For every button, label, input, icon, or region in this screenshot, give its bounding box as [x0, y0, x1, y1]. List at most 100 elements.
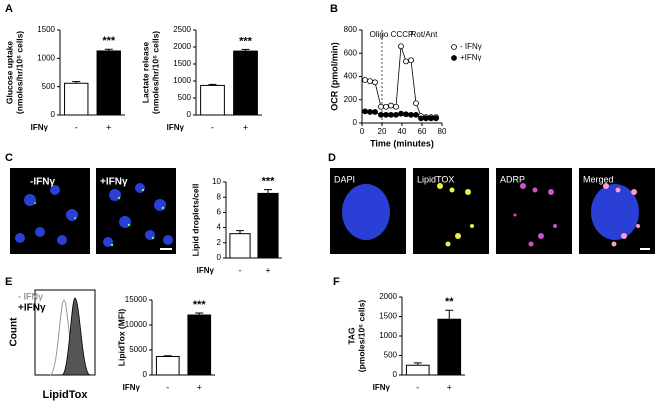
legend-marker [451, 55, 457, 61]
point [418, 115, 424, 122]
y-tick-label: 600 [344, 48, 358, 57]
y-tick-label: 0 [353, 118, 358, 127]
y-axis-label: LipidTox (MFI) [116, 309, 126, 367]
legend-label: - IFNγ [460, 42, 482, 51]
bar [257, 192, 279, 259]
significance: *** [193, 299, 207, 311]
x-tick-label: + [447, 382, 452, 392]
significance: *** [102, 35, 116, 47]
merged-droplets [603, 183, 640, 247]
y-tick-label: 10000 [125, 320, 148, 329]
point [388, 102, 394, 109]
y-axis-label: (nmoles/hr/10⁶ cells) [150, 31, 160, 114]
y-tick-label: 2500 [173, 25, 191, 34]
image-label: LipidTOX [417, 174, 454, 184]
point [408, 57, 414, 64]
axis-label: Count [9, 317, 20, 347]
y-tick-label: 1500 [173, 59, 191, 68]
panel-label: E [5, 276, 12, 288]
point [413, 100, 419, 107]
legend-label: - IFNγ [18, 291, 43, 301]
significance: *** [239, 35, 253, 47]
x-tick-label: 0 [360, 127, 365, 136]
y-tick-label: 500 [178, 93, 192, 102]
significance: *** [262, 176, 276, 188]
point [433, 115, 439, 122]
point [372, 109, 378, 115]
point [398, 110, 404, 117]
point [378, 111, 384, 118]
point [423, 115, 429, 122]
y-tick-label: 2000 [173, 42, 191, 51]
panel-label: A [5, 3, 13, 15]
y-tick-label: 500 [384, 351, 398, 360]
x-tick-label: - [416, 382, 419, 392]
point [393, 111, 399, 118]
image [413, 168, 489, 254]
bar [64, 82, 89, 116]
droplets [34, 188, 165, 247]
y-tick-label: 1000 [37, 53, 55, 62]
annotation: CCCP [391, 30, 414, 39]
x-tick-label: 80 [438, 127, 447, 136]
y-axis-label: TAG [346, 327, 356, 345]
x-tick-label: - [211, 122, 214, 132]
x-tick-label: + [265, 265, 270, 275]
image-label: DAPI [334, 174, 355, 184]
bar [405, 364, 430, 376]
significance: ** [445, 296, 454, 308]
x-tick-label: + [243, 122, 248, 132]
point [403, 58, 409, 65]
x-axis-label: IFNγ [197, 266, 215, 275]
y-tick-label: 0 [217, 253, 222, 262]
bar [229, 233, 251, 259]
point [388, 111, 394, 118]
bar [437, 318, 462, 376]
bar [187, 314, 212, 376]
bar [233, 50, 258, 116]
micrographs-c [10, 168, 176, 254]
y-tick-label: 5000 [129, 345, 147, 354]
image-label: +IFNγ [100, 177, 128, 188]
panel-label: C [5, 152, 13, 164]
x-tick-label: - [75, 122, 78, 132]
scale-bar [160, 248, 172, 250]
panel-label: D [328, 152, 336, 164]
image-label: Merged [583, 174, 614, 184]
point [398, 43, 404, 50]
annotation: Rot/Ant [411, 30, 438, 39]
x-axis-label: Time (minutes) [370, 138, 434, 148]
panel-label: F [333, 276, 340, 288]
point [362, 77, 368, 83]
y-tick-label: 0 [187, 110, 192, 119]
y-tick-label: 4 [217, 223, 222, 232]
x-tick-label: + [106, 122, 111, 132]
y-tick-label: 1000 [379, 331, 397, 340]
image [496, 168, 572, 254]
x-axis-label: IFNγ [123, 383, 141, 392]
y-tick-label: 0 [143, 370, 148, 379]
y-tick-label: 400 [344, 72, 358, 81]
y-tick-label: 0 [393, 370, 398, 379]
scale-bar [640, 248, 650, 250]
x-axis-label: IFNγ [31, 123, 49, 132]
y-tick-label: 0 [51, 110, 56, 119]
point [428, 115, 434, 122]
y-tick-label: 10 [212, 177, 221, 186]
histogram-plus [61, 297, 91, 376]
x-axis-label: IFNγ [167, 123, 185, 132]
annotation: Oligo [370, 30, 389, 39]
adrp [513, 183, 557, 247]
point [362, 108, 368, 115]
nucleus [591, 184, 639, 240]
point [408, 111, 414, 118]
y-tick-label: 6 [217, 208, 222, 217]
y-tick-label: 200 [344, 95, 358, 104]
y-tick-label: 15000 [125, 295, 148, 304]
x-tick-label: 20 [378, 127, 387, 136]
point [403, 111, 409, 118]
x-tick-label: 40 [398, 127, 407, 136]
x-axis-label: IFNγ [373, 383, 391, 392]
